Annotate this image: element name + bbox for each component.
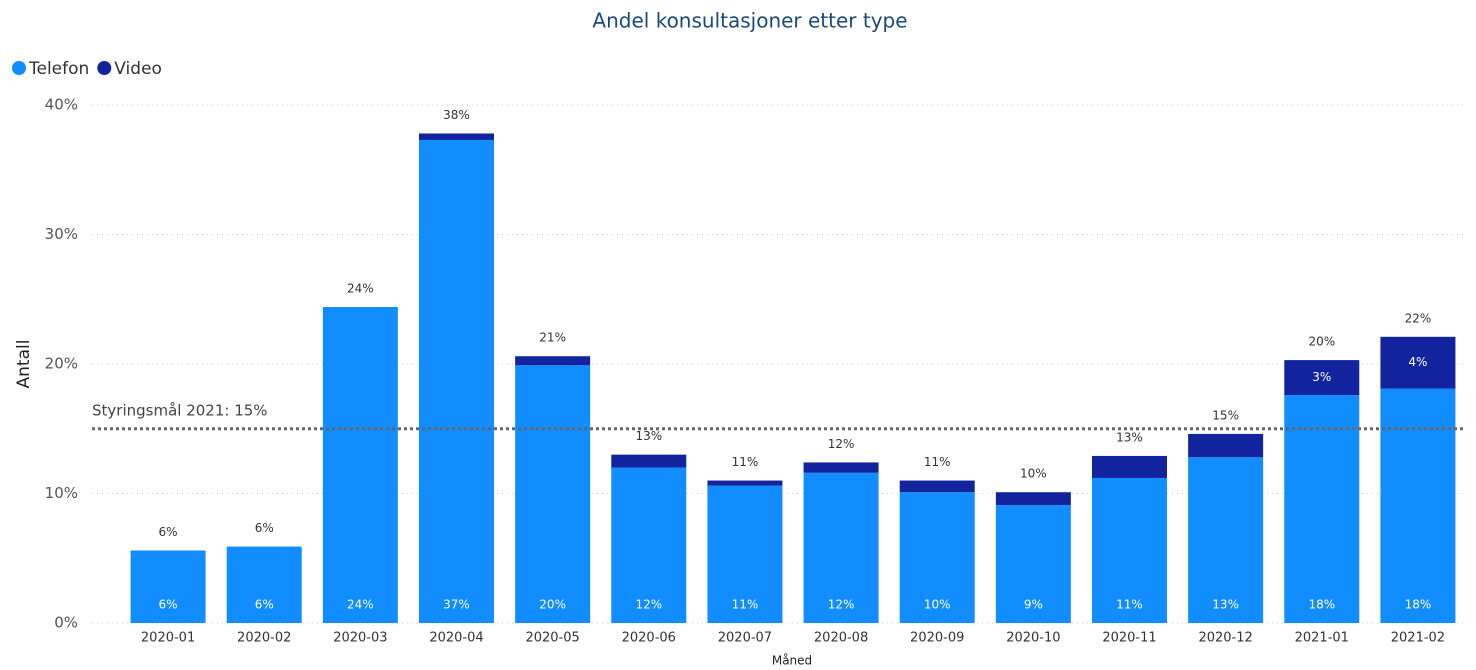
bar-segment bbox=[130, 550, 206, 623]
x-tick-label: 2020-08 bbox=[814, 631, 868, 646]
value-label: 24% bbox=[347, 598, 374, 612]
value-label: 18% bbox=[1405, 598, 1432, 612]
x-tick-label: 2021-01 bbox=[1295, 631, 1349, 646]
value-label: 9% bbox=[1024, 598, 1043, 612]
bar-segment bbox=[899, 480, 975, 493]
bar-segment bbox=[419, 139, 494, 623]
legend-label: Telefon bbox=[28, 59, 89, 79]
bar-segment bbox=[515, 356, 591, 366]
total-label: 15% bbox=[1212, 408, 1239, 422]
total-label: 12% bbox=[828, 437, 855, 451]
y-tick-label: 0% bbox=[54, 614, 78, 632]
x-axis-label: Måned bbox=[772, 654, 812, 668]
x-tick-label: 2020-04 bbox=[429, 631, 483, 646]
value-label: 11% bbox=[1116, 598, 1143, 612]
bar-segment bbox=[322, 307, 398, 623]
total-label: 11% bbox=[732, 455, 759, 469]
legend-label: Video bbox=[114, 59, 162, 79]
value-label: 37% bbox=[443, 598, 470, 612]
x-tick-label: 2020-11 bbox=[1102, 631, 1156, 646]
total-label: 13% bbox=[1116, 430, 1143, 444]
bar-segment bbox=[899, 492, 975, 623]
bar-segment bbox=[1092, 477, 1167, 623]
x-tick-label: 2020-12 bbox=[1198, 631, 1252, 646]
bar-segment bbox=[1380, 336, 1456, 389]
value-label: 6% bbox=[255, 598, 274, 612]
bar-segment bbox=[226, 546, 302, 623]
x-tick-label: 2020-01 bbox=[141, 631, 195, 646]
bar-segment bbox=[1284, 360, 1360, 396]
bar-segment bbox=[1092, 455, 1167, 478]
bar-segment bbox=[611, 467, 687, 623]
value-label: 3% bbox=[1312, 370, 1331, 384]
bar-segment bbox=[419, 133, 494, 140]
total-label: 24% bbox=[347, 282, 374, 296]
value-label: 12% bbox=[828, 598, 855, 612]
value-label: 12% bbox=[635, 598, 662, 612]
value-label: 4% bbox=[1408, 355, 1427, 369]
bar-segment bbox=[995, 505, 1071, 623]
value-label: 13% bbox=[1212, 598, 1239, 612]
total-label: 22% bbox=[1405, 311, 1432, 325]
total-label: 6% bbox=[159, 525, 178, 539]
total-label: 38% bbox=[443, 108, 470, 122]
bar-segment bbox=[611, 454, 687, 468]
total-label: 10% bbox=[1020, 467, 1047, 481]
x-tick-label: 2020-05 bbox=[525, 631, 579, 646]
value-label: 6% bbox=[159, 598, 178, 612]
bar-segment bbox=[515, 365, 591, 623]
x-tick-label: 2020-07 bbox=[718, 631, 772, 646]
bar-segment bbox=[1188, 457, 1264, 623]
total-label: 20% bbox=[1308, 335, 1335, 349]
x-tick-label: 2020-06 bbox=[622, 631, 676, 646]
value-label: 18% bbox=[1308, 598, 1335, 612]
x-tick-label: 2021-02 bbox=[1391, 631, 1445, 646]
bar-segment bbox=[1188, 433, 1264, 458]
y-tick-label: 20% bbox=[45, 355, 78, 373]
x-tick-label: 2020-10 bbox=[1006, 631, 1060, 646]
bar-segment bbox=[1380, 388, 1456, 623]
legend-marker bbox=[12, 61, 26, 75]
x-tick-label: 2020-02 bbox=[237, 631, 291, 646]
legend-marker bbox=[97, 61, 112, 75]
bar-segment bbox=[1284, 395, 1360, 623]
chart-title: Andel konsultasjoner etter type bbox=[592, 9, 907, 33]
bar-segment bbox=[803, 462, 879, 473]
y-tick-label: 40% bbox=[45, 96, 78, 114]
bar-segment bbox=[707, 485, 783, 623]
total-label: 21% bbox=[539, 331, 566, 345]
value-label: 10% bbox=[924, 598, 951, 612]
bar-segment bbox=[995, 492, 1071, 506]
bar-segment bbox=[803, 472, 879, 623]
x-tick-label: 2020-03 bbox=[333, 631, 387, 646]
total-label: 13% bbox=[635, 429, 662, 443]
value-label: 11% bbox=[732, 598, 759, 612]
y-tick-label: 10% bbox=[45, 484, 78, 502]
value-label: 20% bbox=[539, 598, 566, 612]
total-label: 11% bbox=[924, 455, 951, 469]
y-tick-label: 30% bbox=[45, 225, 78, 243]
x-tick-label: 2020-09 bbox=[910, 631, 964, 646]
reference-label: Styringsmål 2021: 15% bbox=[92, 401, 268, 419]
bar-segment bbox=[707, 480, 783, 486]
y-axis-label: Antall bbox=[14, 340, 34, 389]
total-label: 6% bbox=[255, 521, 274, 535]
